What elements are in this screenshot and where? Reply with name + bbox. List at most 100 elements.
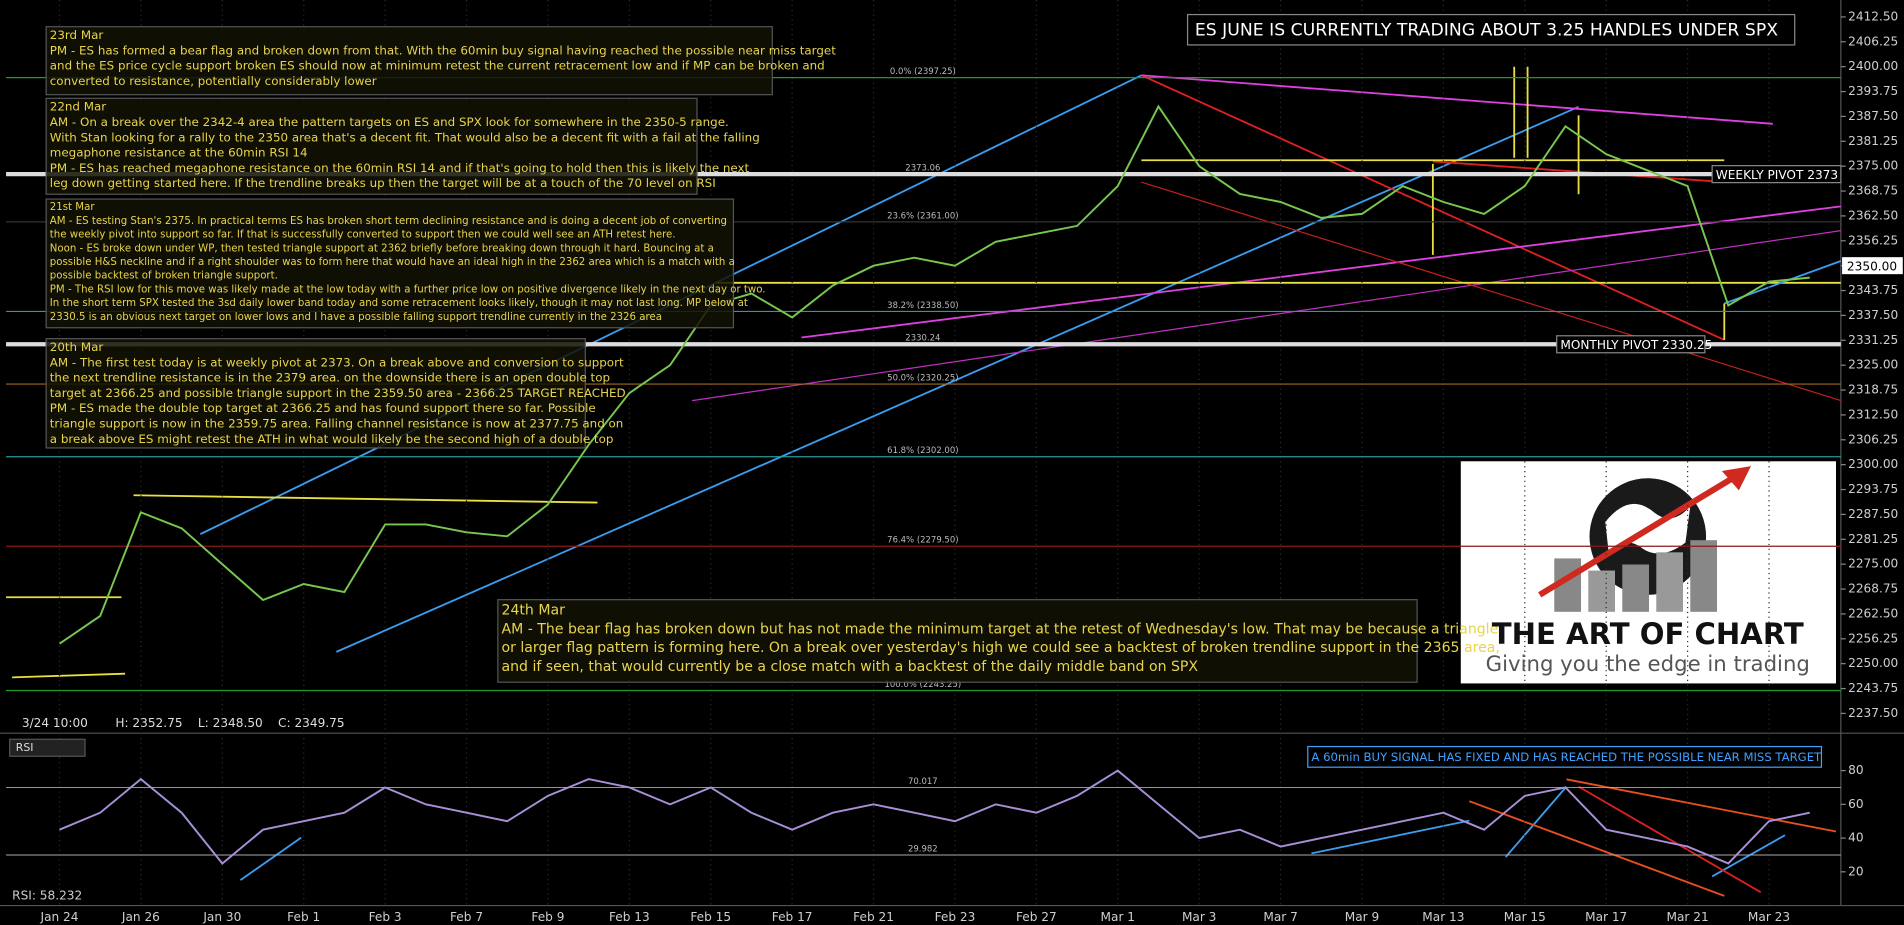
annotation-line: possible backtest of broken triangle sup… [50, 271, 278, 282]
y-tick-label: 2343.75 [1848, 283, 1898, 297]
annotation-line: a break above ES might retest the ATH in… [50, 432, 614, 446]
y-tick-label: 2400.00 [1848, 59, 1898, 73]
annotation-line: target at 2366.25 and possible triangle … [50, 386, 626, 400]
y-tick-label: 2275.00 [1848, 557, 1898, 571]
ohlc-high: H: 2352.75 [115, 716, 182, 730]
annotation-line: AM - The first test today is at weekly p… [50, 355, 624, 369]
annotation-line: AM - ES testing Stan's 2375. In practica… [50, 216, 727, 227]
rsi-tab-label: RSI [16, 741, 34, 754]
x-tick-label: Jan 24 [40, 910, 79, 924]
annotation-line: or larger flag pattern is forming here. … [502, 640, 1500, 656]
fib-label: 23.6% (2361.00) [887, 211, 958, 221]
annotation-line: triangle support is now in the 2359.75 a… [50, 417, 624, 431]
x-tick-label: Mar 21 [1667, 910, 1709, 924]
ohlc-time: 3/24 10:00 [22, 716, 88, 730]
annotation-box [45, 198, 735, 329]
rsi-note-box [1307, 745, 1823, 768]
last-price-box [1842, 257, 1903, 275]
y-tick-label: 2381.25 [1848, 134, 1898, 148]
x-tick-label: Feb 13 [609, 910, 650, 924]
annotation-line: PM - ES has formed a bear flag and broke… [50, 43, 836, 57]
x-tick-label: Mar 1 [1101, 910, 1135, 924]
logo [1460, 461, 1836, 684]
y-tick-label: 2306.25 [1848, 432, 1898, 446]
logo-tagline: Giving you the edge in trading [1486, 652, 1810, 677]
x-tick-label: Feb 17 [772, 910, 813, 924]
rsi-reading: RSI: 58.232 [12, 888, 82, 902]
annotation-title: 22nd Mar [50, 100, 106, 114]
rsi-y-tick-label: 80 [1848, 763, 1863, 777]
annotation-line: Noon - ES broke down under WP, then test… [50, 243, 714, 254]
y-tick-label: 2237.50 [1848, 706, 1898, 720]
y-tick-label: 2318.75 [1848, 383, 1898, 397]
y-tick-label: 2331.25 [1848, 333, 1898, 347]
fib-label: 50.0% (2320.25) [887, 374, 958, 384]
x-tick-label: Mar 7 [1263, 910, 1297, 924]
y-tick-label: 2243.75 [1848, 681, 1898, 695]
annotation-line: With Stan looking for a rally to the 235… [50, 130, 760, 144]
annotation-box [45, 26, 773, 96]
level-label: 2330.24 [905, 334, 940, 344]
annotation-line: PM - ES has reached megaphone resistance… [50, 161, 750, 175]
y-tick-label: 2312.50 [1848, 407, 1898, 421]
rsi-note: A 60min BUY SIGNAL HAS FIXED AND HAS REA… [1311, 750, 1822, 764]
y-tick-label: 2287.50 [1848, 507, 1898, 521]
annotation-line: PM - The RSI low for this move was likel… [50, 284, 766, 295]
ohlc-close: C: 2349.75 [278, 716, 345, 730]
y-tick-label: 2337.50 [1848, 308, 1898, 322]
x-tick-label: Mar 15 [1504, 910, 1546, 924]
x-tick-label: Feb 15 [690, 910, 731, 924]
x-tick-label: Mar 17 [1585, 910, 1627, 924]
last-price-label: 2350.00 [1847, 259, 1897, 273]
annotation-line: converted to resistance, potentially con… [50, 74, 377, 88]
annotation-box [45, 338, 586, 449]
rsi-tab [9, 738, 86, 757]
x-tick-label: Feb 1 [287, 910, 320, 924]
annotation-box [497, 599, 1418, 683]
fib-label: 38.2% (2338.50) [887, 301, 958, 311]
rsi-y-tick-label: 40 [1848, 831, 1863, 845]
x-tick-label: Feb 3 [369, 910, 402, 924]
x-tick-label: Feb 27 [1016, 910, 1057, 924]
pivot-label-box [1711, 165, 1842, 184]
y-tick-label: 2393.75 [1848, 84, 1898, 98]
headline: ES JUNE IS CURRENTLY TRADING ABOUT 3.25 … [1195, 20, 1778, 40]
rsi-y-tick-label: 60 [1848, 797, 1863, 811]
y-tick-label: 2368.75 [1848, 184, 1898, 198]
annotation-line: and the ES price cycle support broken ES… [50, 59, 825, 73]
y-tick-label: 2262.50 [1848, 606, 1898, 620]
annotation-line: and if seen, that would currently be a c… [502, 659, 1199, 675]
x-tick-label: Mar 13 [1422, 910, 1464, 924]
x-tick-label: Feb 7 [450, 910, 483, 924]
fib-label: 0.0% (2397.25) [890, 67, 956, 77]
pivot-label: MONTHLY PIVOT 2330.25 [1560, 338, 1712, 352]
x-tick-label: Feb 23 [935, 910, 976, 924]
logo-title: THE ART OF CHART [1492, 617, 1804, 651]
x-tick-label: Mar 3 [1182, 910, 1216, 924]
pivot-label: WEEKLY PIVOT 2373 [1716, 168, 1838, 182]
y-tick-label: 2281.25 [1848, 532, 1898, 546]
annotation-line: the weekly pivot into support so far. If… [50, 230, 676, 241]
y-tick-label: 2250.00 [1848, 656, 1898, 670]
rsi-level-label: 70.017 [908, 777, 938, 787]
y-tick-label: 2256.25 [1848, 631, 1898, 645]
x-tick-label: Mar 9 [1345, 910, 1379, 924]
rsi-y-tick-label: 20 [1848, 864, 1863, 878]
annotation-title: 23rd Mar [50, 28, 104, 42]
x-tick-label: Feb 21 [853, 910, 894, 924]
y-tick-label: 2362.50 [1848, 208, 1898, 222]
annotation-box [45, 97, 698, 195]
ohlc-low: L: 2348.50 [198, 716, 263, 730]
y-tick-label: 2375.00 [1848, 159, 1898, 173]
headline-box [1186, 13, 1796, 46]
y-tick-label: 2325.00 [1848, 358, 1898, 372]
level-label: 2373.06 [905, 163, 940, 173]
rsi-line [59, 769, 1810, 865]
y-tick-label: 2412.50 [1848, 9, 1898, 23]
y-tick-label: 2300.00 [1848, 457, 1898, 471]
fib-label: 100.0% (2243.25) [884, 680, 961, 690]
annotation-title: 20th Mar [50, 340, 104, 354]
annotation-line: AM - On a break over the 2342-4 area the… [50, 115, 729, 129]
